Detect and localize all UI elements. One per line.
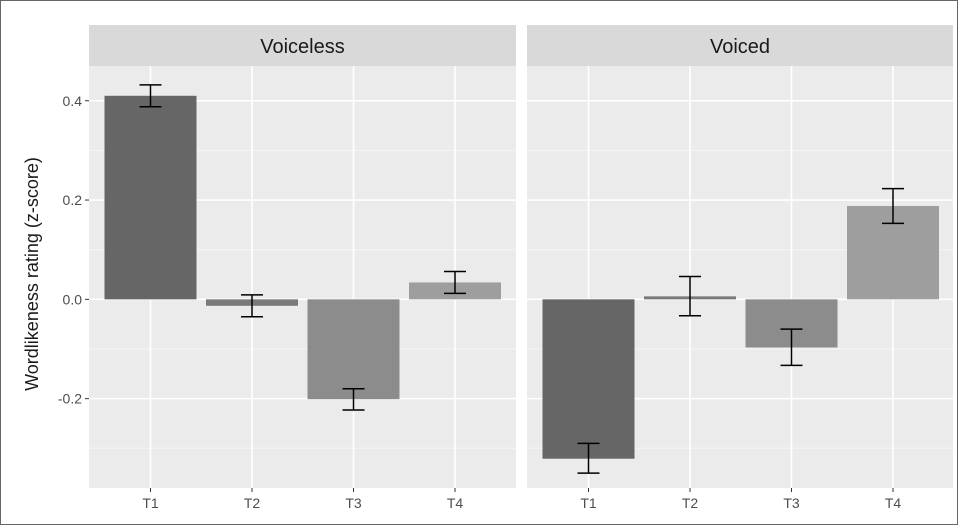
strip-label-voiceless: Voiceless xyxy=(260,36,345,58)
x-tick-label: T4 xyxy=(447,495,464,511)
strip-label-voiced: Voiced xyxy=(710,36,770,58)
bar-voiced-t1 xyxy=(542,299,635,459)
x-tick-label: T3 xyxy=(783,495,800,511)
strip-voiceless xyxy=(89,25,516,66)
bar-voiceless-t3 xyxy=(307,299,400,400)
x-tick-label: T2 xyxy=(682,495,699,511)
strip-voiced xyxy=(527,25,953,66)
y-axis-title: Wordlikeness rating (z-score) xyxy=(22,157,42,391)
y-tick-label: 0.0 xyxy=(63,291,83,307)
x-tick-label: T3 xyxy=(345,495,362,511)
x-tick-label: T1 xyxy=(142,495,159,511)
y-tick-label: -0.2 xyxy=(58,391,82,407)
bar-voiceless-t1 xyxy=(104,95,197,300)
y-tick-label: 0.2 xyxy=(63,192,83,208)
y-tick-label: 0.4 xyxy=(63,93,83,109)
x-tick-label: T1 xyxy=(580,495,597,511)
x-tick-label: T2 xyxy=(244,495,261,511)
x-tick-label: T4 xyxy=(885,495,902,511)
